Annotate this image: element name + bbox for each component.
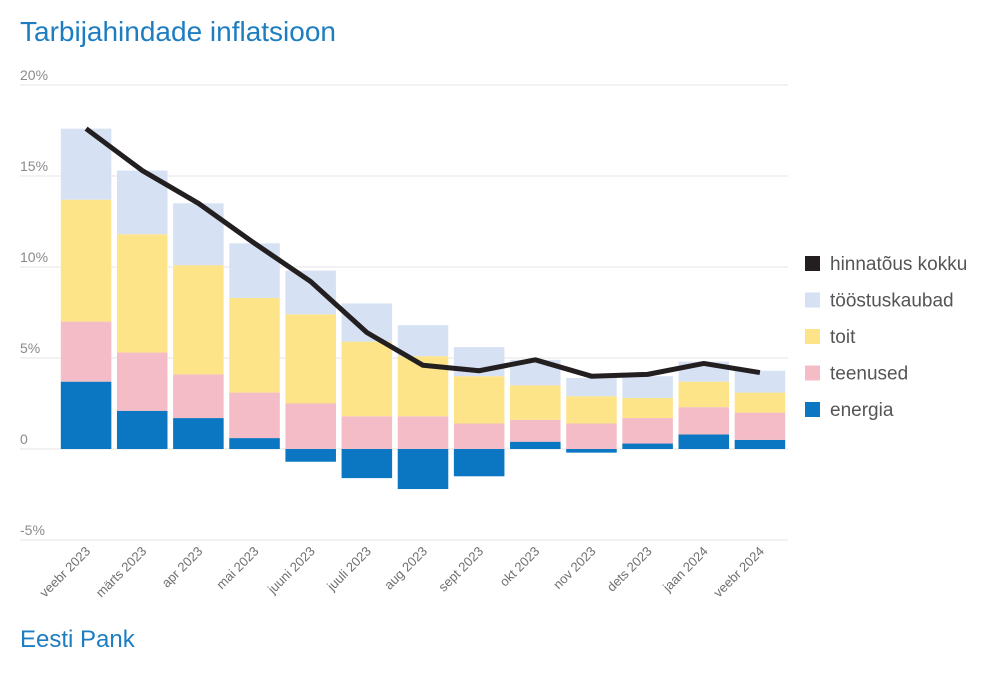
bar-segment <box>510 441 561 449</box>
bar-segment <box>341 449 393 479</box>
x-tick-label: märts 2023 <box>93 544 150 601</box>
bar-segment <box>229 438 280 449</box>
x-tick-label: apr 2023 <box>159 544 206 591</box>
x-tick-label: mai 2023 <box>213 544 261 592</box>
bar-segment <box>285 403 336 449</box>
bar-segment <box>60 381 112 449</box>
bar-segment <box>566 396 617 424</box>
bar-segment <box>622 376 673 399</box>
bar-segment <box>173 265 224 375</box>
x-tick-label: aug 2023 <box>381 544 430 593</box>
bar-segment <box>734 439 786 449</box>
bar-segment <box>173 374 224 419</box>
bar-segment <box>341 341 393 417</box>
x-tick-label: juuli 2023 <box>323 544 374 595</box>
bar-segment <box>285 270 336 315</box>
bar-segment <box>734 412 786 440</box>
bar-segment <box>622 398 673 419</box>
y-tick-label: 15% <box>20 158 48 174</box>
legend-swatch <box>805 402 820 417</box>
bar-segment <box>734 392 786 413</box>
y-tick-label: 10% <box>20 249 48 265</box>
stacked-bars <box>60 128 786 490</box>
bar-segment <box>397 416 449 449</box>
bar-segment <box>453 449 505 477</box>
x-tick-label: dets 2023 <box>604 544 655 595</box>
bar-segment <box>734 370 786 393</box>
legend-label: toit <box>830 327 856 348</box>
bar-segment <box>116 234 168 353</box>
bar-segment <box>397 449 449 490</box>
legend-swatch <box>805 292 820 308</box>
bar-segment <box>229 297 280 393</box>
bar-segment <box>453 376 505 424</box>
legend: hinnatõus kokku tööstuskaubad toit teenused… <box>805 254 967 421</box>
x-tick-label: juuni 2023 <box>264 544 318 598</box>
bar-segment <box>622 443 673 449</box>
bar-segment <box>397 325 449 357</box>
y-tick-label: -5% <box>20 522 45 538</box>
bar-segment <box>60 199 112 322</box>
legend-swatch <box>805 329 820 344</box>
legend-label: tööstuskaubad <box>830 291 954 312</box>
y-axis-ticks: -5% 0 5% 10% 15% 20% <box>20 67 48 538</box>
bar-segment <box>566 449 617 453</box>
bar-segment <box>229 392 280 439</box>
legend-label: hinnatõus kokku <box>830 254 967 275</box>
total-inflation-line-path <box>84 126 761 379</box>
x-tick-label: veebr 2024 <box>710 544 767 601</box>
x-tick-label: nov 2023 <box>550 544 598 592</box>
legend-swatch <box>805 256 820 271</box>
x-tick-label: sept 2023 <box>435 544 486 595</box>
bar-segment <box>173 203 224 266</box>
source-label: Eesti Pank <box>20 626 135 653</box>
bar-segment <box>678 434 730 449</box>
bar-segment <box>678 381 730 408</box>
bar-segment <box>116 410 168 449</box>
x-tick-label: okt 2023 <box>497 544 543 590</box>
bar-segment <box>566 378 617 397</box>
x-tick-label: veebr 2023 <box>37 544 94 601</box>
bar-segment <box>510 385 561 420</box>
bar-segment <box>60 321 112 382</box>
bar-segment <box>453 423 505 449</box>
y-tick-label: 5% <box>20 340 40 356</box>
legend-label: teenused <box>830 364 908 385</box>
bar-segment <box>229 243 280 298</box>
x-axis-ticks: veebr 2023 märts 2023 apr 2023 mai 2023 juun… <box>37 544 767 601</box>
chart-title: Tarbijahindade inflatsioon <box>20 16 336 47</box>
y-tick-label: 20% <box>20 67 48 83</box>
bar-segment <box>510 419 561 442</box>
bar-segment <box>285 449 336 462</box>
bar-segment <box>622 418 673 444</box>
y-tick-label: 0 <box>20 431 28 447</box>
bar-segment <box>566 423 617 449</box>
bar-segment <box>341 303 393 342</box>
bar-segment <box>341 416 393 449</box>
bar-segment <box>173 418 224 449</box>
legend-label: energia <box>830 400 894 421</box>
x-tick-label: jaan 2024 <box>659 544 711 596</box>
legend-swatch <box>805 365 820 381</box>
bar-segment <box>285 314 336 404</box>
total-inflation-line <box>84 126 761 379</box>
bar-segment <box>678 407 730 435</box>
bar-segment <box>116 352 168 411</box>
